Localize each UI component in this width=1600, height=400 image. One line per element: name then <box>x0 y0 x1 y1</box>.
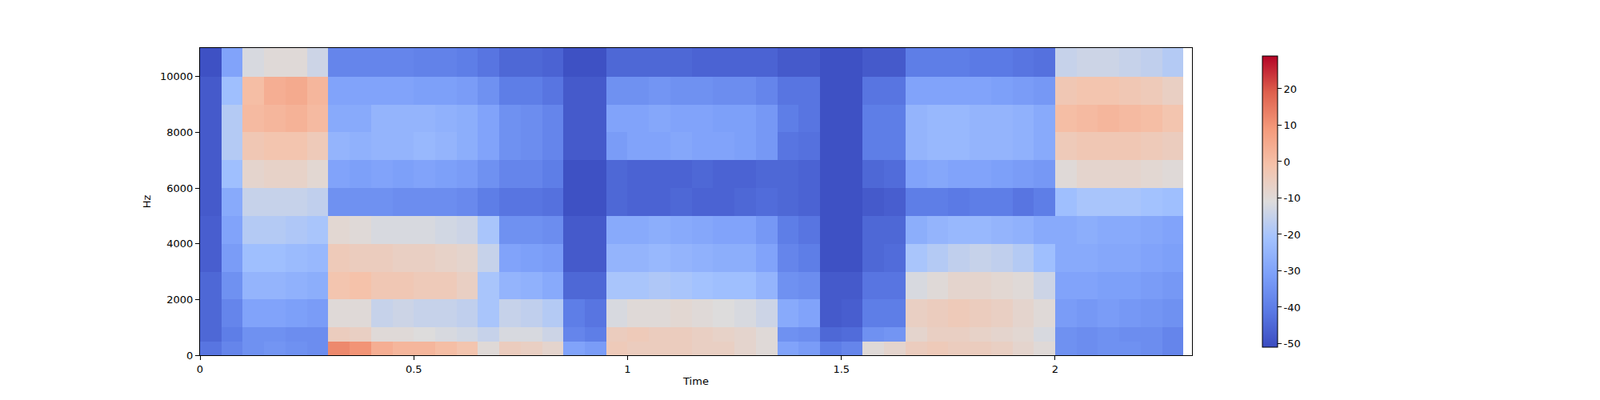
svg-text:0: 0 <box>186 349 193 362</box>
svg-text:-20: -20 <box>1284 228 1301 241</box>
svg-text:-40: -40 <box>1284 301 1301 314</box>
svg-text:-50: -50 <box>1284 337 1301 350</box>
svg-text:10000: 10000 <box>160 70 193 83</box>
svg-text:8000: 8000 <box>166 126 193 139</box>
svg-text:4000: 4000 <box>166 237 193 250</box>
svg-text:0: 0 <box>196 363 204 376</box>
svg-text:-10: -10 <box>1284 192 1301 204</box>
svg-text:1.5: 1.5 <box>832 363 850 376</box>
svg-text:-30: -30 <box>1284 264 1301 277</box>
svg-text:2000: 2000 <box>166 293 193 306</box>
svg-text:20: 20 <box>1284 83 1298 96</box>
svg-text:6000: 6000 <box>166 182 193 195</box>
svg-text:2: 2 <box>1052 363 1059 376</box>
svg-text:0: 0 <box>1284 156 1291 168</box>
svg-text:10: 10 <box>1284 119 1298 132</box>
svg-text:Hz: Hz <box>140 195 153 209</box>
svg-text:1: 1 <box>624 363 631 376</box>
svg-text:0.5: 0.5 <box>405 363 423 376</box>
svg-text:Time: Time <box>682 375 709 388</box>
